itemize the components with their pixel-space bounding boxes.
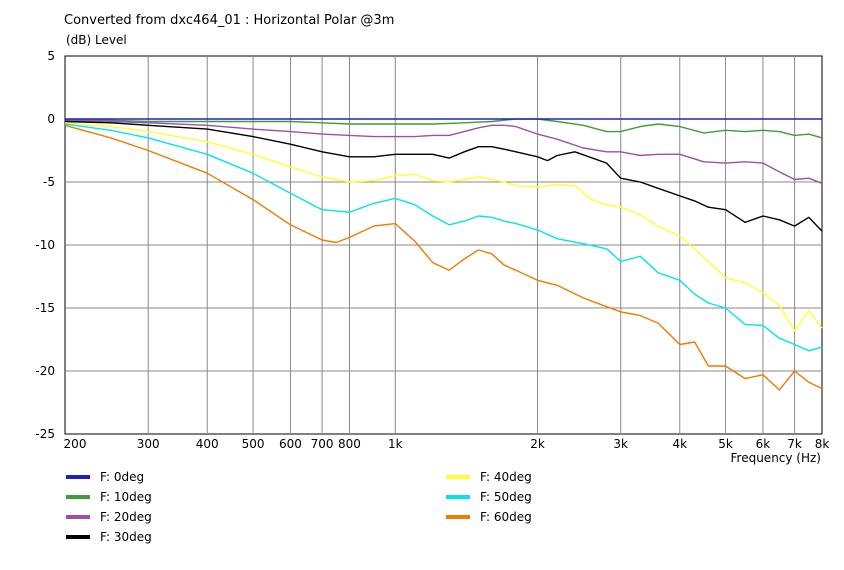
legend-swatch [446,475,470,479]
x-tick-label: 300 [137,437,160,451]
legend-swatch [66,475,90,479]
legend-label: F: 60deg [480,510,532,524]
x-axis-tick-labels: 200 300 400 500 600 700 800 1k 2k 3k 4k 5k 6k 7k 8k [64,437,830,451]
legend-swatch [66,495,90,499]
legend-label: F: 50deg [480,490,532,504]
x-tick-label: 700 [311,437,334,451]
y-tick-label: 5 [47,49,55,63]
y-tick-label: -25 [35,427,55,441]
y-tick-label: -15 [35,301,55,315]
legend-swatch [446,495,470,499]
x-tick-label: 4k [672,437,687,451]
x-tick-label: 200 [64,437,87,451]
legend-label: F: 40deg [480,470,532,484]
legend-label: F: 30deg [100,530,152,544]
x-tick-label: 1k [388,437,403,451]
x-tick-label: 6k [756,437,771,451]
x-tick-label: 600 [279,437,302,451]
x-axis-label: Frequency (Hz) [731,451,822,465]
legend-swatch [66,535,90,539]
legend-swatch [66,515,90,519]
y-tick-label: -20 [35,364,55,378]
series-line-f-10deg [65,118,823,139]
x-tick-label: 400 [196,437,219,451]
x-tick-label: 500 [242,437,265,451]
y-axis-label: (dB) Level [66,33,127,47]
legend: F: 0deg F: 10deg F: 20deg F: 30deg F: 40deg F… [66,470,532,544]
series-line-f-40deg [64,122,823,332]
x-tick-label: 7k [787,437,802,451]
chart-title: Converted from dxc464_01 : Horizontal Po… [64,13,394,28]
x-tick-label: 5k [718,437,733,451]
x-tick-label: 2k [530,437,545,451]
series-line-f-30deg [64,120,823,232]
y-axis-tick-labels: 5 0 -5 -10 -15 -20 -25 [35,49,55,441]
x-tick-label: 3k [613,437,628,451]
x-tick-label: 8k [815,437,830,451]
legend-label: F: 10deg [100,490,152,504]
series-line-f-60deg [64,124,823,391]
series-line-f-50deg [64,123,823,352]
series-line-f-20deg [64,119,823,184]
legend-label: F: 20deg [100,510,152,524]
series-layer [64,118,823,391]
y-tick-label: 0 [47,112,55,126]
x-tick-label: 800 [338,437,361,451]
legend-label: F: 0deg [100,470,144,484]
legend-swatch [446,515,470,519]
y-tick-label: -10 [35,238,55,252]
y-tick-label: -5 [43,175,55,189]
